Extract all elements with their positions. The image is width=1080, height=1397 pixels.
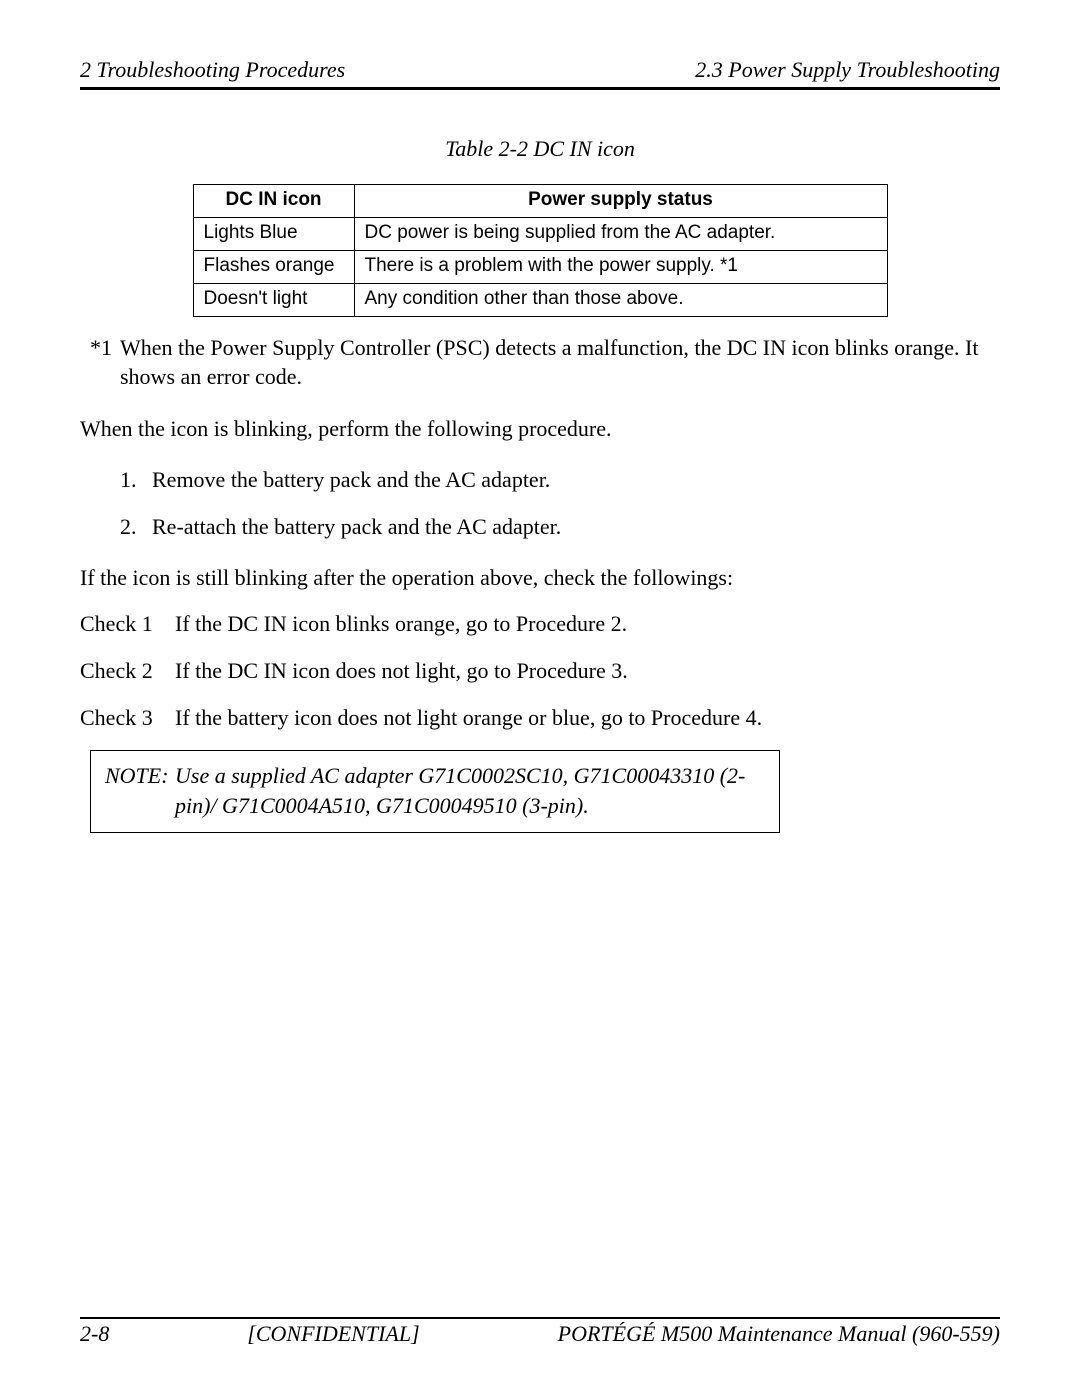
table-row: Doesn't light Any condition other than t… — [193, 284, 887, 317]
table-header-row: DC IN icon Power supply status — [193, 185, 887, 218]
table-cell: Doesn't light — [193, 284, 354, 317]
footer-page-number: 2-8 — [80, 1321, 109, 1347]
check-label: Check 3 — [80, 703, 175, 732]
check-text: If the DC IN icon does not light, go to … — [175, 656, 628, 685]
dc-in-table: DC IN icon Power supply status Lights Bl… — [193, 184, 888, 317]
table-caption: Table 2-2 DC IN icon — [80, 136, 1000, 162]
footnote-label: *1 — [90, 333, 120, 392]
table-row: Lights Blue DC power is being supplied f… — [193, 218, 887, 251]
table-row: Flashes orange There is a problem with t… — [193, 251, 887, 284]
check-row: Check 1 If the DC IN icon blinks orange,… — [80, 609, 1000, 638]
table-cell: Lights Blue — [193, 218, 354, 251]
check-row: Check 2 If the DC IN icon does not light… — [80, 656, 1000, 685]
page: 2 Troubleshooting Procedures 2.3 Power S… — [0, 0, 1080, 1397]
header-left: 2 Troubleshooting Procedures — [80, 57, 345, 83]
check-list: Check 1 If the DC IN icon blinks orange,… — [80, 609, 1000, 733]
check-label: Check 1 — [80, 609, 175, 638]
footnote: *1 When the Power Supply Controller (PSC… — [80, 333, 1000, 392]
note-label: NOTE: — [105, 761, 175, 820]
procedure-list: Remove the battery pack and the AC adapt… — [80, 465, 1000, 542]
table-cell: DC power is being supplied from the AC a… — [354, 218, 887, 251]
check-text: If the DC IN icon blinks orange, go to P… — [175, 609, 627, 638]
check-text: If the battery icon does not light orang… — [175, 703, 762, 732]
list-item: Remove the battery pack and the AC adapt… — [142, 465, 1000, 494]
check-label: Check 2 — [80, 656, 175, 685]
table-cell: There is a problem with the power supply… — [354, 251, 887, 284]
table-cell: Any condition other than those above. — [354, 284, 887, 317]
footer-manual-title: PORTÉGÉ M500 Maintenance Manual (960-559… — [558, 1321, 1000, 1347]
note-text: Use a supplied AC adapter G71C0002SC10, … — [175, 761, 765, 820]
check-row: Check 3 If the battery icon does not lig… — [80, 703, 1000, 732]
paragraph: When the icon is blinking, perform the f… — [80, 414, 1000, 443]
paragraph: If the icon is still blinking after the … — [80, 563, 1000, 592]
header-right: 2.3 Power Supply Troubleshooting — [695, 57, 1000, 83]
table-header-cell: Power supply status — [354, 185, 887, 218]
footer-confidential: [CONFIDENTIAL] — [247, 1321, 419, 1347]
table-header-cell: DC IN icon — [193, 185, 354, 218]
table-cell: Flashes orange — [193, 251, 354, 284]
list-item: Re-attach the battery pack and the AC ad… — [142, 512, 1000, 541]
page-header: 2 Troubleshooting Procedures 2.3 Power S… — [80, 57, 1000, 90]
footnote-text: When the Power Supply Controller (PSC) d… — [120, 333, 1000, 392]
page-footer: 2-8 [CONFIDENTIAL] PORTÉGÉ M500 Maintena… — [80, 1317, 1000, 1347]
note-box: NOTE: Use a supplied AC adapter G71C0002… — [90, 750, 780, 833]
